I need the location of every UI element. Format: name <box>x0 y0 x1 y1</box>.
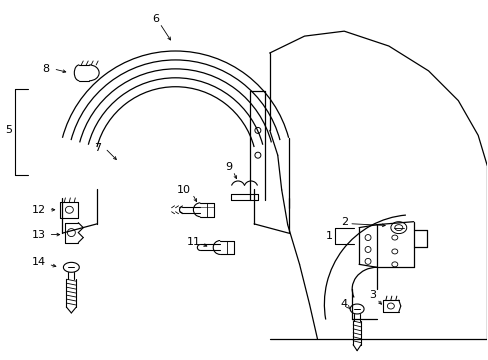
Text: 11: 11 <box>186 237 200 247</box>
Text: 13: 13 <box>32 230 45 239</box>
Text: 6: 6 <box>152 14 159 24</box>
Text: 7: 7 <box>94 143 102 153</box>
Text: 2: 2 <box>340 217 347 227</box>
Text: 5: 5 <box>5 125 12 135</box>
Text: 12: 12 <box>31 205 45 215</box>
Text: 14: 14 <box>31 257 45 267</box>
Text: 10: 10 <box>176 185 190 195</box>
Text: 3: 3 <box>369 290 376 300</box>
Text: 4: 4 <box>340 299 347 309</box>
Text: 9: 9 <box>225 162 232 172</box>
Text: 8: 8 <box>42 64 49 74</box>
Text: 1: 1 <box>325 230 332 240</box>
